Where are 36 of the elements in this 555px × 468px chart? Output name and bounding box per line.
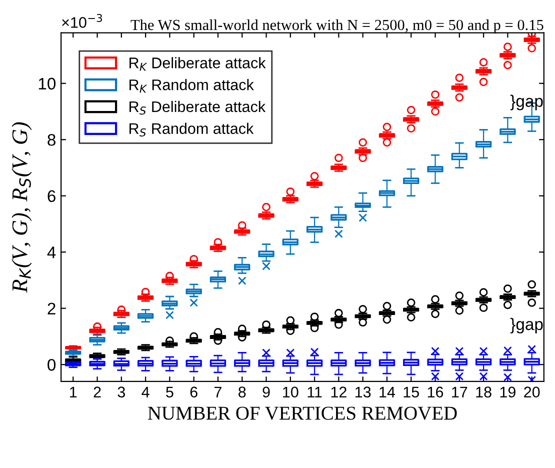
- legend-label: R$_{K}$ Deliberate attack: [130, 57, 266, 71]
- y-tick-label: 0: [48, 358, 56, 371]
- y-axis-title: R$_{K}$(V, G), R$_{S}$(V, G): [12, 122, 32, 293]
- y-tick-label: 2: [48, 302, 56, 314]
- x-tick-label: 19: [500, 386, 516, 398]
- annotation: }gap: [510, 94, 543, 110]
- x-tick-label: 20: [524, 386, 540, 398]
- x-tick-label: 1: [70, 386, 77, 398]
- x-tick-label: 8: [238, 386, 246, 398]
- y-tick-label: 6: [48, 190, 56, 202]
- x-tick-label: 12: [331, 386, 346, 398]
- x-tick-label: 2: [94, 386, 101, 398]
- y-tick-label: 10: [38, 78, 56, 90]
- x-tick-label: 18: [476, 386, 492, 398]
- y-tick-label: 4: [47, 246, 56, 258]
- x-tick-label: 4: [142, 386, 150, 398]
- x-tick-label: 15: [404, 386, 419, 398]
- x-tick-label: 7: [214, 386, 222, 398]
- x-tick-label: 13: [356, 386, 371, 398]
- annotation: }gap: [510, 318, 543, 334]
- chart-title: The WS small-world network with N = 2500, m0 = 50 and p = 0.15: [130, 19, 544, 34]
- x-tick-label: 6: [190, 386, 198, 398]
- legend-label: R$_{S}$ Random attack: [130, 122, 254, 136]
- x-tick-label: 11: [308, 386, 322, 398]
- x-axis-title: NUMBER OF VERTICES REMOVED: [148, 406, 457, 420]
- x-tick-label: 16: [428, 386, 444, 398]
- x-tick-label: 3: [118, 386, 125, 398]
- x-tick-label: 5: [166, 386, 174, 398]
- legend-label: R$_{S}$ Deliberate attack: [130, 100, 266, 115]
- x-tick-label: 14: [380, 386, 396, 398]
- legend-label: R$_{K}$ Random attack: [130, 79, 254, 93]
- y-tick-label: 8: [48, 134, 56, 146]
- x-tick-label: 10: [283, 386, 298, 398]
- x-tick-label: 9: [262, 386, 270, 398]
- text: ×10$^{−3}$: [62, 14, 102, 28]
- x-tick-label: 17: [452, 386, 468, 398]
